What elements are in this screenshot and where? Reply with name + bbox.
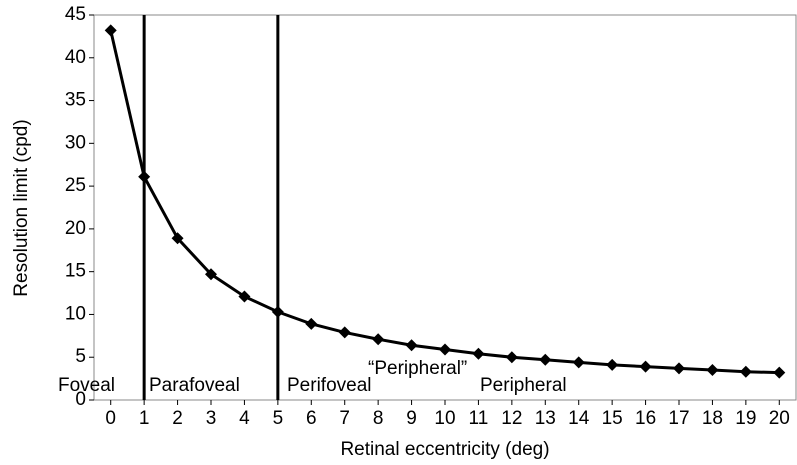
y-axis-label: Resolution limit (cpd): [11, 119, 32, 296]
x-tick-label: 19: [735, 408, 756, 429]
data-point: [706, 364, 719, 377]
x-tick-label: 11: [469, 408, 489, 429]
data-point: [372, 333, 385, 346]
data-point: [505, 351, 518, 364]
data-point: [606, 358, 619, 371]
data-point: [472, 347, 485, 360]
x-tick-label: 5: [273, 408, 284, 429]
data-point: [773, 366, 786, 379]
data-point: [639, 360, 652, 373]
x-tick-label: 17: [668, 408, 689, 429]
data-point: [104, 24, 117, 37]
data-point: [238, 290, 251, 303]
x-tick-label: 12: [501, 408, 522, 429]
x-tick-label: 18: [702, 408, 723, 429]
data-line: [109, 30, 780, 375]
y-tick-label: 10: [65, 303, 86, 324]
x-tick-label: 13: [535, 408, 556, 429]
x-tick-label: 7: [339, 408, 350, 429]
x-tick-label: 2: [172, 408, 183, 429]
x-tick-label: 20: [769, 408, 790, 429]
data-point: [405, 339, 418, 352]
x-axis-label: Retinal eccentricity (deg): [340, 439, 549, 460]
data-point: [305, 317, 318, 330]
region-label: “Peripheral”: [368, 358, 467, 379]
data-point: [171, 232, 184, 245]
data-point: [338, 326, 351, 339]
data-point: [439, 343, 451, 356]
x-tick-label: 6: [306, 408, 317, 429]
x-tick-label: 0: [105, 408, 116, 429]
region-label: Foveal: [58, 375, 115, 396]
data-point: [271, 305, 284, 318]
data-point: [673, 362, 685, 375]
y-tick-label: 0: [75, 389, 86, 410]
x-tick-label: 3: [206, 408, 217, 429]
y-tick-label: 15: [65, 261, 86, 282]
x-tick-label: 4: [239, 408, 250, 429]
y-tick-label: 40: [65, 47, 86, 68]
x-tick-label: 14: [568, 408, 590, 429]
data-point: [739, 365, 752, 378]
data-point: [539, 353, 552, 366]
y-tick-label: 20: [65, 218, 86, 239]
y-tick-label: 35: [65, 90, 86, 111]
x-tick-label: 1: [139, 408, 150, 429]
x-tick-label: 8: [373, 408, 384, 429]
plot-frame: [93, 14, 797, 401]
x-tick-label: 16: [635, 408, 656, 429]
x-tick-label: 15: [602, 408, 623, 429]
y-tick-label: 25: [65, 175, 86, 196]
region-label: Parafoveal: [149, 375, 240, 396]
y-tick-label: 5: [75, 346, 86, 367]
x-tick-label: 10: [434, 408, 455, 429]
y-tick-label: 30: [65, 132, 86, 153]
data-point: [138, 170, 151, 183]
data-point: [572, 356, 585, 369]
y-tick-label: 45: [65, 4, 86, 25]
x-tick-label: 9: [406, 408, 417, 429]
data-point: [205, 268, 217, 281]
region-label: Peripheral: [480, 375, 567, 396]
region-label: Perifoveal: [287, 375, 372, 396]
